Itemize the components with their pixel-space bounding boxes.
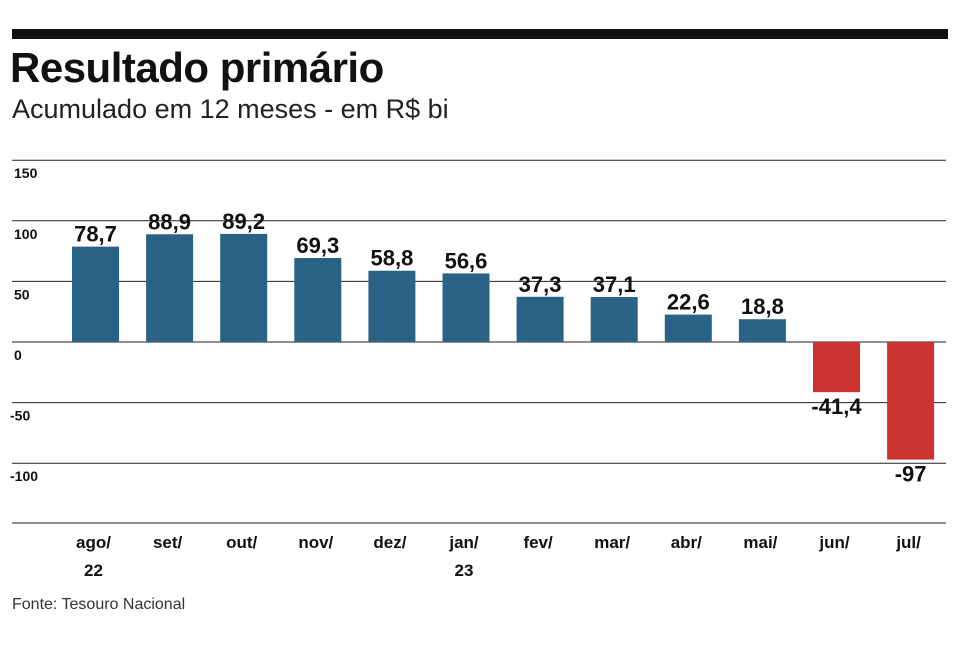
data-label: 37,3 [519,272,562,297]
bar [887,342,935,460]
x-tick-label: out/ [226,533,257,552]
chart-subtitle: Acumulado em 12 meses - em R$ bi [12,94,449,124]
bar [664,314,712,342]
data-label: 37,1 [593,272,636,297]
bar [442,273,490,342]
y-tick-label: 150 [14,165,38,181]
data-label: -41,4 [811,394,862,419]
bar [590,297,638,342]
x-tick-label: jul/ [895,533,921,552]
x-tick-label: ago/22 [76,533,111,580]
bar [294,258,342,342]
bar [72,246,119,342]
x-tick-label: fev/ [523,533,553,552]
source-note: Fonte: Tesouro Nacional [12,596,186,613]
data-label: 22,6 [667,290,710,315]
x-tick-label: nov/ [298,533,333,552]
data-label: 88,9 [148,209,191,234]
x-tick-label: jun/ [818,533,849,552]
data-label: 58,8 [370,246,413,271]
x-tick-label: mar/ [594,533,630,552]
data-label: 18,8 [741,294,784,319]
x-tick-label: set/ [153,533,183,552]
top-rule [12,29,948,39]
x-tick-label: jan/23 [448,533,479,580]
data-label: -97 [895,462,927,487]
x-tick-label: mai/ [743,533,777,552]
bar [738,319,786,342]
y-tick-label: 0 [14,347,22,363]
x-tick-label: dez/ [373,533,406,552]
bar [516,296,564,342]
data-label: 78,7 [74,222,117,247]
bar [220,233,268,342]
data-label: 89,2 [222,209,265,234]
data-label: 69,3 [296,233,339,258]
y-tick-label: 100 [14,226,38,242]
x-tick-label: abr/ [671,533,702,552]
data-label: 56,6 [445,248,488,273]
y-tick-label: -50 [10,408,30,424]
bar [146,234,194,342]
chart-title: Resultado primário [10,44,384,91]
bar [813,342,860,393]
y-tick-label: 50 [14,286,30,302]
bar [368,270,416,342]
y-tick-label: -100 [10,468,38,484]
